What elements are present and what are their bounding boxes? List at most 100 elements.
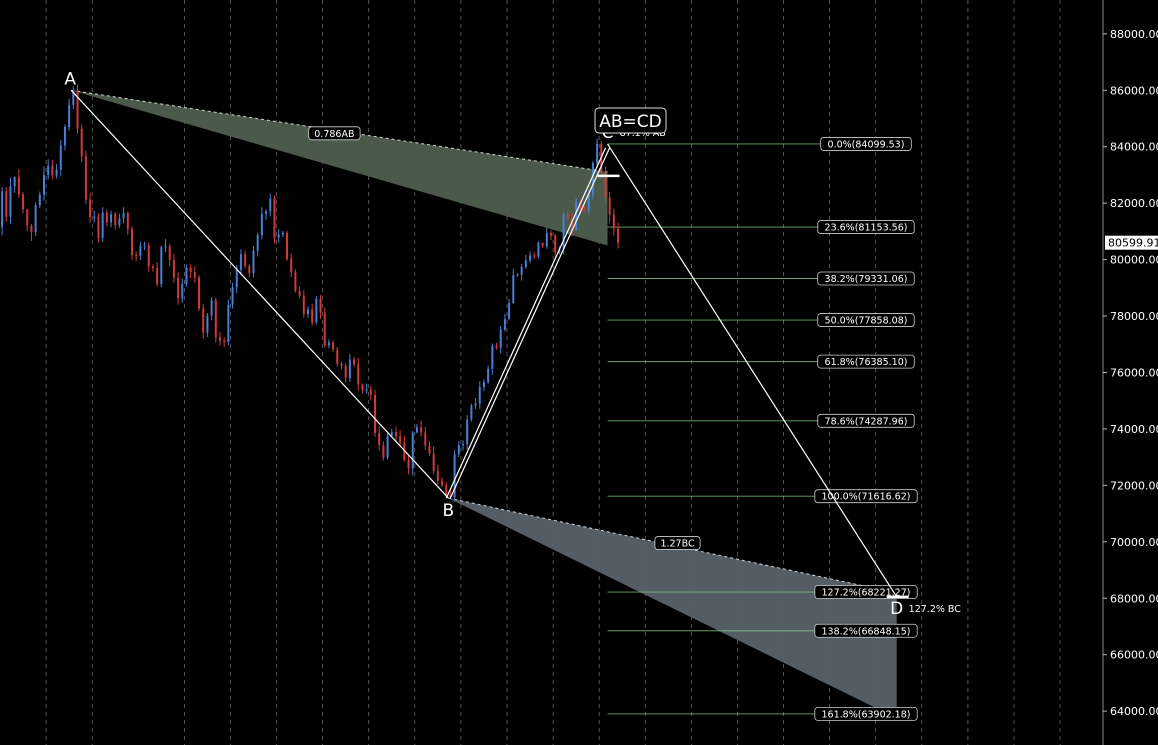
candle-body [298,290,301,296]
candle-body [374,394,377,433]
candle-body [378,432,381,446]
candle-body [206,315,209,333]
candle-body [210,300,213,316]
fib-level-label-box [817,271,915,286]
fib-level-label: 61.8%(76385.10) [825,357,908,368]
candle-body [294,272,297,291]
candle-body [470,405,473,420]
candle-body [118,218,121,225]
fib-level-label-box [817,354,915,369]
candle-body [503,318,506,330]
pattern-title-box [594,107,667,134]
ab-ratio-label: 0.786AB [314,129,354,140]
candle-body [575,201,578,230]
candle-body [336,349,339,364]
leg-bc[interactable] [445,147,607,499]
candle-body [189,267,192,273]
candle-body [80,128,83,157]
fib-level-label: 127.2%(68221.27) [822,588,911,599]
candle-body [591,163,594,195]
leg-ab[interactable] [70,89,449,499]
price-tick-label: 64000.00 [1110,705,1158,718]
candle-body [114,214,117,225]
candle-body [202,308,205,333]
price-tick-label: 80000.00 [1110,254,1158,267]
candle-body [223,340,226,343]
candle-body [252,250,255,274]
candle-body [365,389,368,391]
candle-body [181,283,184,299]
candle-body [72,90,75,105]
abcd-pattern-lines[interactable] [70,89,909,599]
last-price-badge [1105,235,1158,250]
candle-body [462,444,465,446]
candle-body [550,233,552,236]
candle-body [68,104,71,127]
candle-body [1,191,4,228]
leg-bc-parallel[interactable] [449,147,611,499]
fib-level-label: 78.6%(74287.96) [825,416,908,427]
candle-body [524,260,527,267]
candle-body [156,268,159,285]
fib-level-label-box [814,706,918,721]
candle-body [608,197,611,215]
candle-body [63,126,66,146]
fib-level-label-box [817,220,915,234]
candle-body [537,242,540,257]
candle-body [164,246,167,248]
price-tick-label: 68000.00 [1110,592,1158,605]
candle-body [491,345,494,369]
candle-body [143,245,146,247]
price-tick-label: 86000.00 [1110,84,1158,97]
candle-body [34,205,37,232]
candle-body [604,172,607,198]
candle-body [256,235,259,251]
candle-body [436,470,439,481]
candle-body [290,259,293,273]
point-a-label: A [64,69,76,89]
candle-body [579,201,582,210]
candle-body [135,254,138,256]
candle-body [302,295,305,315]
candle-body [311,309,314,323]
price-tick-label: 84000.00 [1110,141,1158,154]
candle-body [172,260,175,278]
candle-body [617,228,620,243]
candle-body [474,403,477,406]
candle-body [432,453,435,471]
candle-body [449,494,452,498]
candle-body [265,211,268,214]
fib-level-label-box [814,623,918,638]
candle-body [508,303,511,319]
bc-ratio-label: 1.27BC [660,539,695,550]
candle-body [51,165,54,176]
fibonacci-levels[interactable]: 0.0%(84099.53) 23.6%(81153.56) 38.2%(79331… [607,137,918,721]
candle-body [47,165,50,175]
point-d-label: D [890,599,903,619]
fib-level-label-box [820,137,912,151]
candle-body [248,266,251,274]
price-tick-label: 82000.00 [1110,197,1158,210]
candle-body [453,454,456,498]
price-axis[interactable]: 64000.00 66000.00 68000.00 70000.00 72000.00… [1102,0,1158,745]
fib-level-label-box [817,413,915,428]
candle-body [315,298,318,323]
candle-body [185,267,188,284]
candle-body [269,198,272,212]
candle-body [110,214,113,223]
candle-body [411,432,414,469]
candle-body [76,90,79,129]
bc-projection-fan [448,498,897,719]
price-tick-label: 74000.00 [1110,423,1158,436]
candle-body [126,213,129,230]
leg-cd[interactable] [607,143,898,598]
candle-body [277,234,280,238]
candle-body [198,277,201,309]
candle-body [151,266,154,269]
candle-body [160,247,163,285]
candle-body [97,216,100,238]
candle-body [84,156,87,200]
fib-level-label: 161.8%(63902.18) [822,709,911,720]
candle-body [235,269,238,288]
